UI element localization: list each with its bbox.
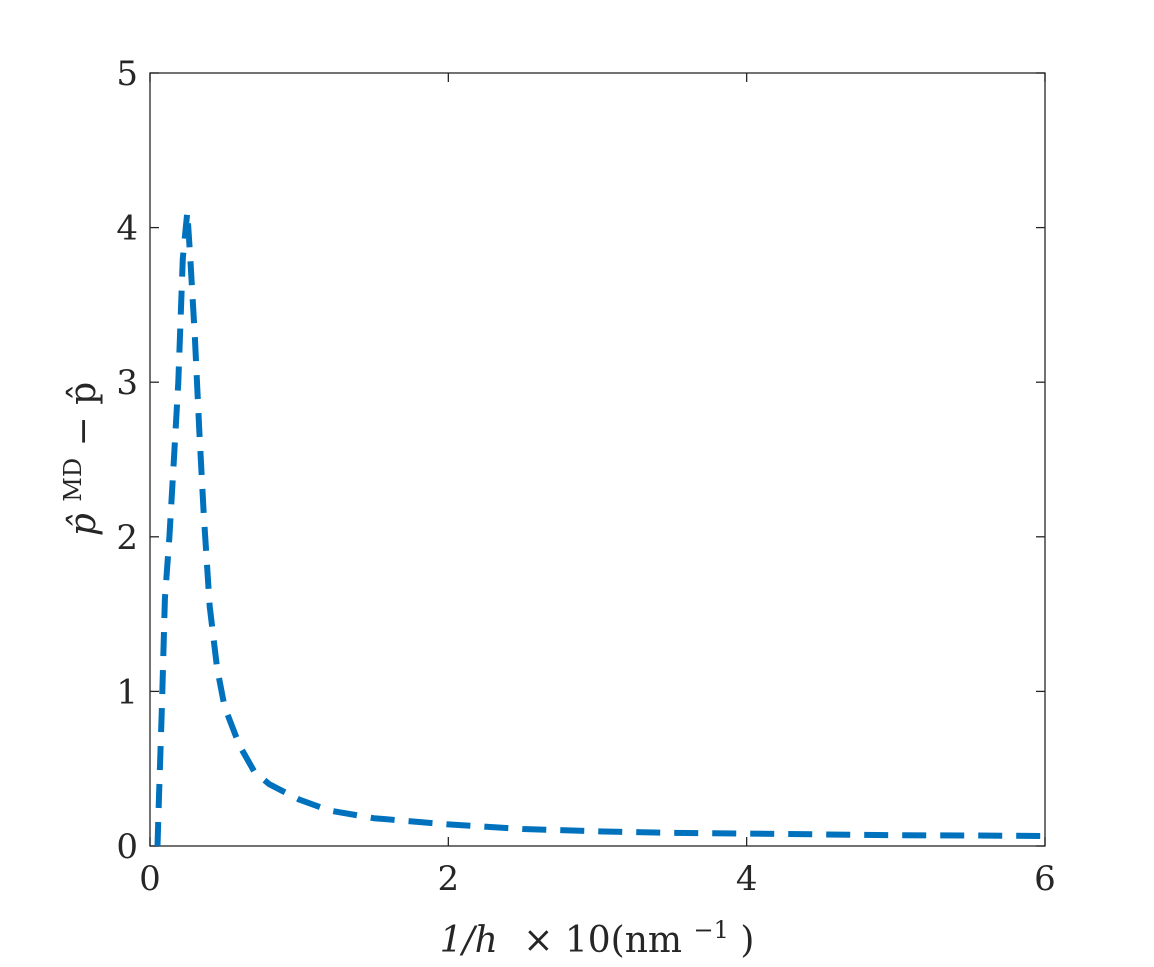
x-axis-label-multiplier: × 10(nm [523, 920, 682, 961]
y-tick-label: 5 [116, 54, 138, 94]
x-tick-label: 2 [438, 859, 460, 899]
plot-area [149, 72, 1046, 847]
x-axis-label-close: ) [740, 920, 754, 961]
x-tick-label: 0 [139, 859, 161, 899]
y-axis-label-superscript: MD [59, 458, 87, 502]
y-tick-label: 0 [116, 827, 138, 867]
x-tick-label: 6 [1034, 859, 1056, 899]
x-axis-label: 1/h × 10(nm −1 ) [440, 906, 755, 961]
y-axis-label-rest: − p̂ [63, 382, 104, 447]
y-axis-label-base: p̂ [63, 513, 104, 536]
x-axis-label-exponent: −1 [694, 916, 729, 944]
series-layer [154, 209, 1046, 847]
y-tick-label: 3 [116, 363, 138, 403]
y-tick-label: 2 [116, 518, 138, 558]
x-ticks: 0 2 4 6 [139, 73, 1056, 899]
series-line-0 [154, 209, 1046, 847]
y-tick-label: 1 [116, 672, 138, 712]
y-tick-label: 4 [116, 209, 138, 249]
y-axis-label: p̂ MD − p̂ [49, 382, 104, 536]
y-ticks: 0 1 2 3 4 5 [116, 54, 1045, 867]
x-axis-label-main: 1/h [440, 920, 498, 961]
x-tick-label: 4 [736, 859, 758, 899]
